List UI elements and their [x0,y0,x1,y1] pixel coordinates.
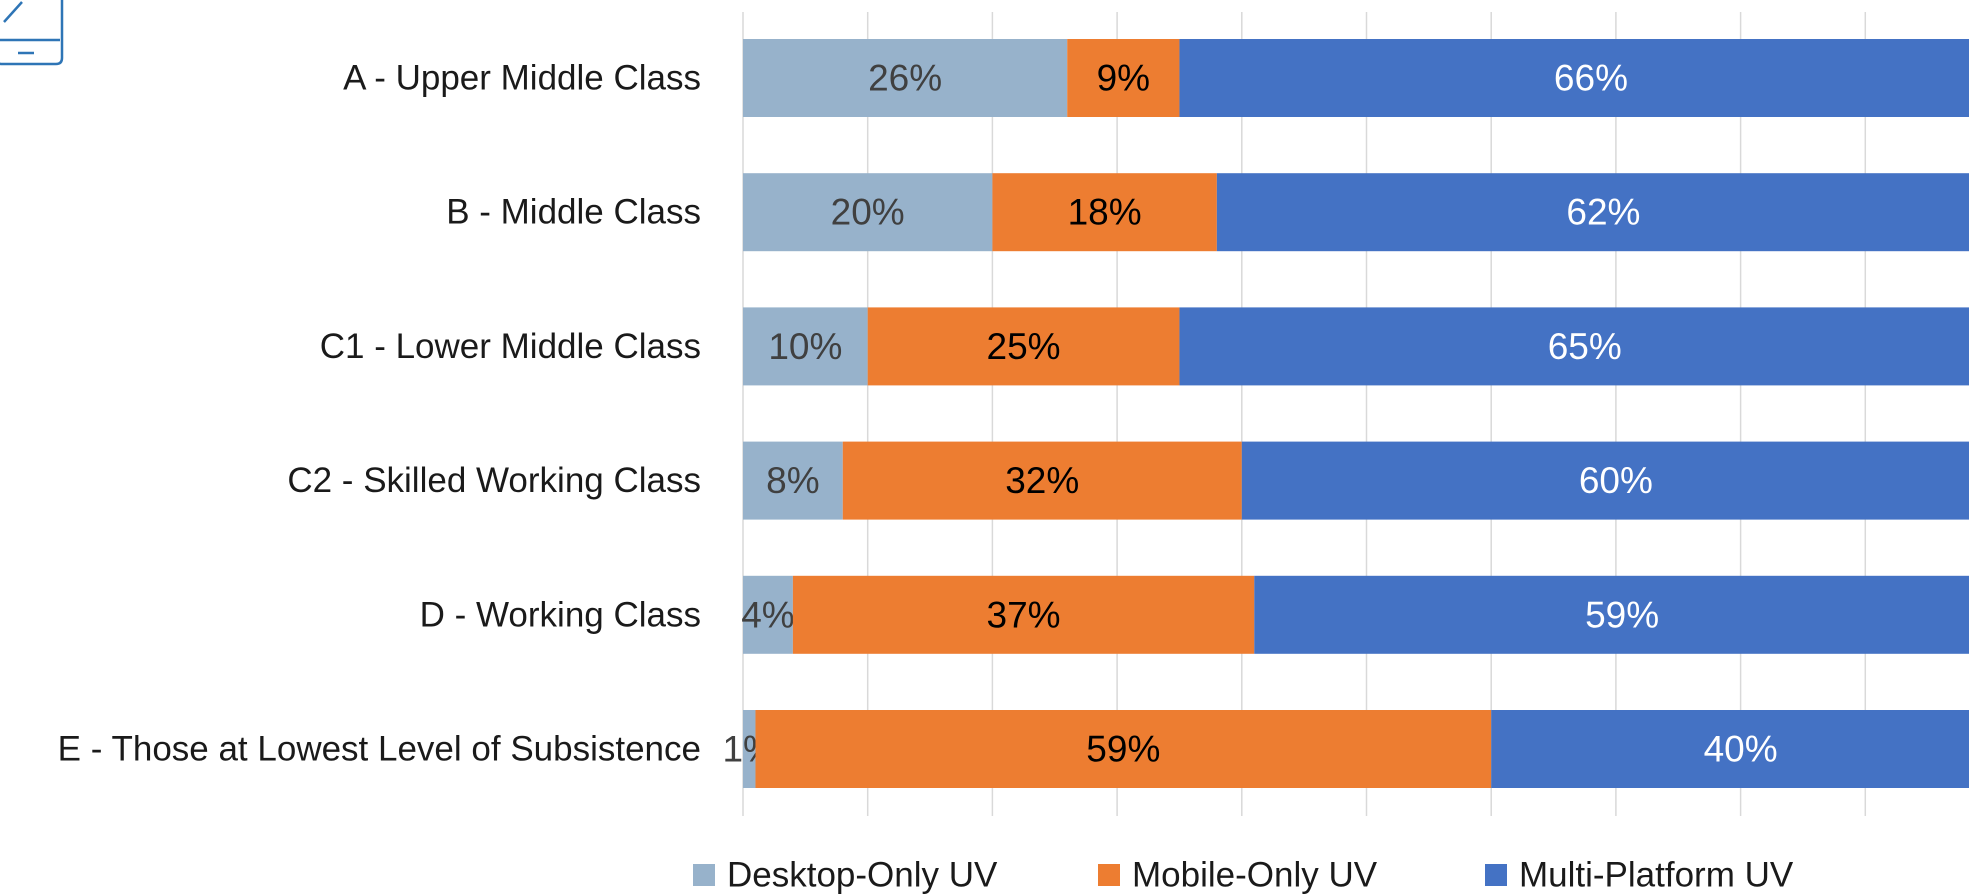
data-label: 60% [1579,460,1653,501]
bar-segment [1067,39,1180,117]
category-label: B - Middle Class [446,193,701,232]
bar-segment [1179,39,1969,117]
legend-label: Multi-Platform UV [1519,856,1794,895]
data-label: 37% [987,594,1061,635]
data-label: 9% [1097,58,1150,99]
bar-segment [743,39,1068,117]
data-label: 10% [768,326,842,367]
data-label: 20% [831,192,905,233]
legend-swatch [1098,864,1120,886]
category-label: D - Working Class [420,595,701,634]
data-label: 65% [1548,326,1622,367]
bar-segment [743,441,843,520]
data-label: 4% [741,594,794,635]
device-icon [0,0,64,66]
data-label: 8% [766,460,819,501]
bar-segment [1241,441,1969,520]
bar-segment [1179,307,1969,386]
data-label: 18% [1068,192,1142,233]
data-label: 62% [1566,192,1640,233]
data-label: 66% [1554,58,1628,99]
data-label: 59% [1086,729,1160,770]
bar-segment [743,173,993,252]
data-label: 25% [987,326,1061,367]
legend-label: Desktop-Only UV [727,856,998,895]
data-label: 59% [1585,594,1659,635]
data-label: 40% [1704,729,1778,770]
bar-segment [1491,710,1969,788]
data-label: 32% [1005,460,1079,501]
legend-swatch [693,864,715,886]
bar-segment [743,710,756,788]
legend-label: Mobile-Only UV [1132,856,1378,895]
category-label: A - Upper Middle Class [343,59,701,98]
data-label: 26% [868,58,942,99]
bar-segment [792,575,1255,654]
bar-segment [755,710,1492,788]
bar-segment [842,441,1242,520]
category-label: E - Those at Lowest Level of Subsistence [58,730,701,769]
bar-segment [1254,575,1969,654]
bar-segment [1216,173,1969,252]
bar-segment [743,575,793,654]
legend-swatch [1485,864,1507,886]
bar-segment [992,173,1217,252]
category-label: C2 - Skilled Working Class [287,461,701,500]
bar-segment [867,307,1180,386]
category-label: C1 - Lower Middle Class [320,327,701,366]
bar-segment [743,307,868,386]
